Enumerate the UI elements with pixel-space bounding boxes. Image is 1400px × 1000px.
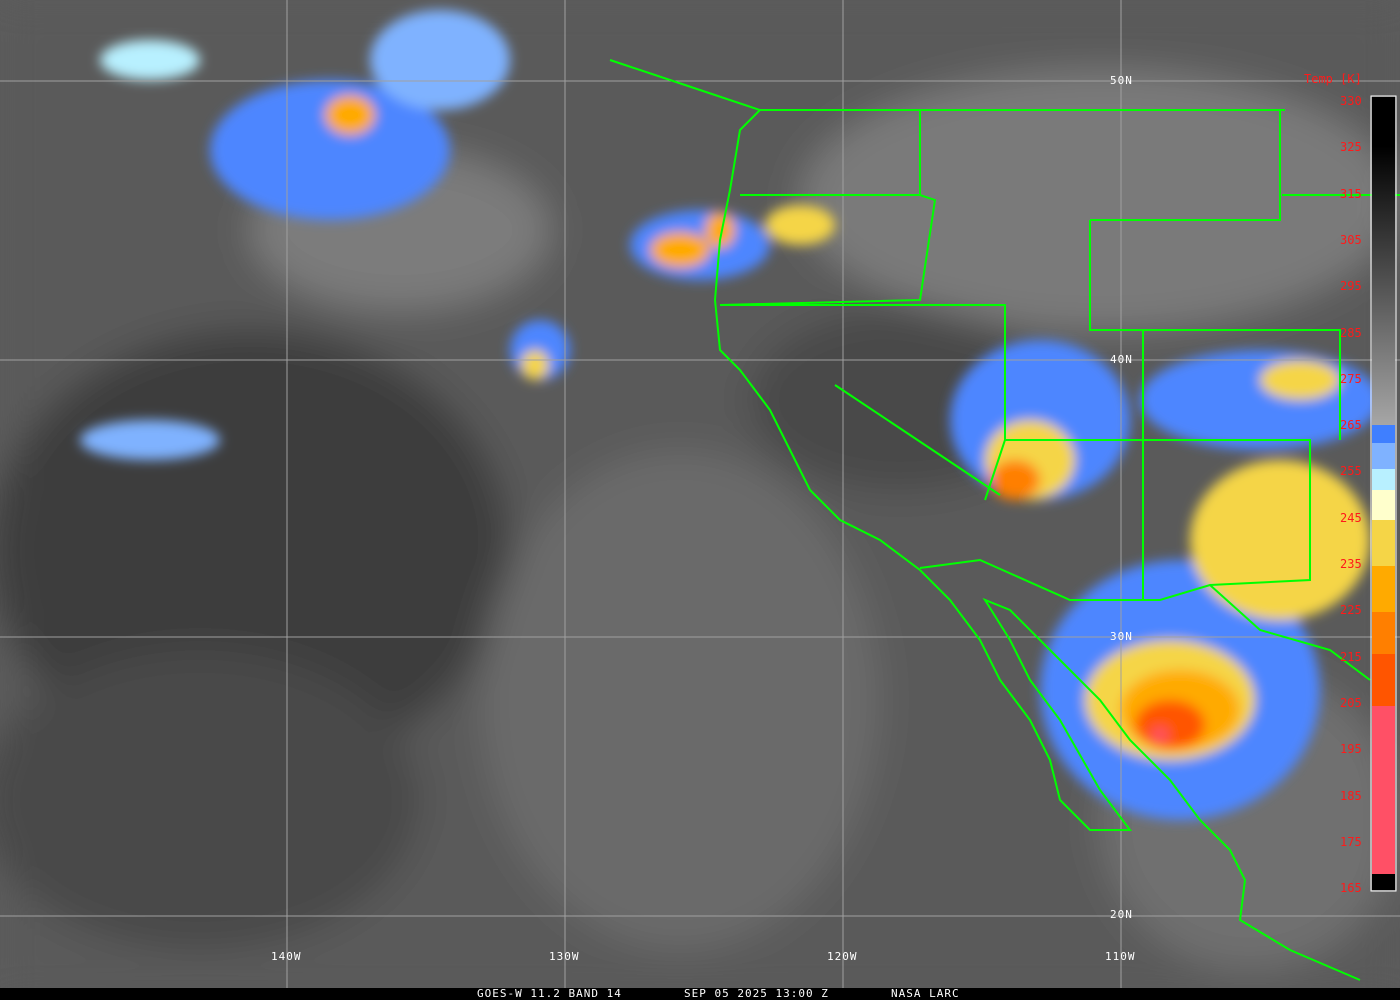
timestamp: SEP 05 2025 13:00 Z — [684, 987, 829, 1000]
colorbar-frame — [1370, 95, 1397, 892]
colorbar-tick: 195 — [1340, 742, 1362, 757]
colorbar-segment — [1372, 706, 1395, 874]
cold-cloud-tops — [80, 10, 1380, 820]
caption-bar: GOES-W 11.2 BAND 14 SEP 05 2025 13:00 Z … — [0, 988, 1400, 1000]
lat-label-50n: 50N — [1110, 74, 1133, 87]
colorbar-segment — [1372, 874, 1395, 890]
lat-label-30n: 30N — [1110, 630, 1133, 643]
colorbar-tick: 175 — [1340, 834, 1362, 849]
lon-label-140w: 140W — [271, 950, 302, 963]
colorbar-tick: 295 — [1340, 279, 1362, 294]
colorbar-segment — [1372, 654, 1395, 706]
colorbar-tick: 325 — [1340, 140, 1362, 155]
political-borders — [609, 59, 1400, 981]
colorbar-tick: 305 — [1340, 232, 1362, 247]
credit: NASA LARC — [891, 987, 960, 1000]
colorbar — [1370, 95, 1397, 892]
colorbar-tick: 235 — [1340, 557, 1362, 571]
colorbar-segment — [1372, 520, 1395, 566]
colorbar-tick: 245 — [1340, 510, 1362, 525]
colorbar-segment — [1372, 443, 1395, 469]
colorbar-tick: 165 — [1340, 881, 1362, 896]
satellite-band: GOES-W 11.2 BAND 14 — [477, 987, 622, 1000]
state-borders — [719, 194, 937, 306]
colorbar-tick: 215 — [1340, 649, 1362, 664]
colorbar-segment — [1372, 490, 1395, 520]
colorbar-title: Temp [K] — [1304, 72, 1362, 86]
us-mexico-border — [919, 558, 1371, 681]
lon-label-120w: 120W — [827, 950, 858, 963]
colorbar-tick: 330 — [1340, 94, 1362, 108]
colorbar-tick: 225 — [1340, 603, 1362, 618]
west-coastline — [609, 59, 1361, 981]
colorbar-segment — [1372, 566, 1395, 612]
lon-label-130w: 130W — [549, 950, 580, 963]
lat-label-20n: 20N — [1110, 908, 1133, 921]
colorbar-tick: 285 — [1340, 325, 1362, 340]
colorbar-tick: 275 — [1340, 371, 1362, 386]
colorbar-tick: 185 — [1340, 788, 1362, 803]
lon-label-110w: 110W — [1105, 950, 1136, 963]
colorbar-segment — [1372, 469, 1395, 490]
colorbar-tick: 205 — [1340, 695, 1362, 710]
colorbar-segment — [1372, 425, 1395, 443]
colorbar-tick: 315 — [1340, 186, 1362, 201]
lat-label-40n: 40N — [1110, 353, 1133, 366]
colorbar-tick: 265 — [1340, 418, 1362, 433]
colorbar-grayscale — [1372, 97, 1395, 425]
colorbar-tick: 255 — [1340, 464, 1362, 479]
colorbar-segment — [1372, 612, 1395, 654]
